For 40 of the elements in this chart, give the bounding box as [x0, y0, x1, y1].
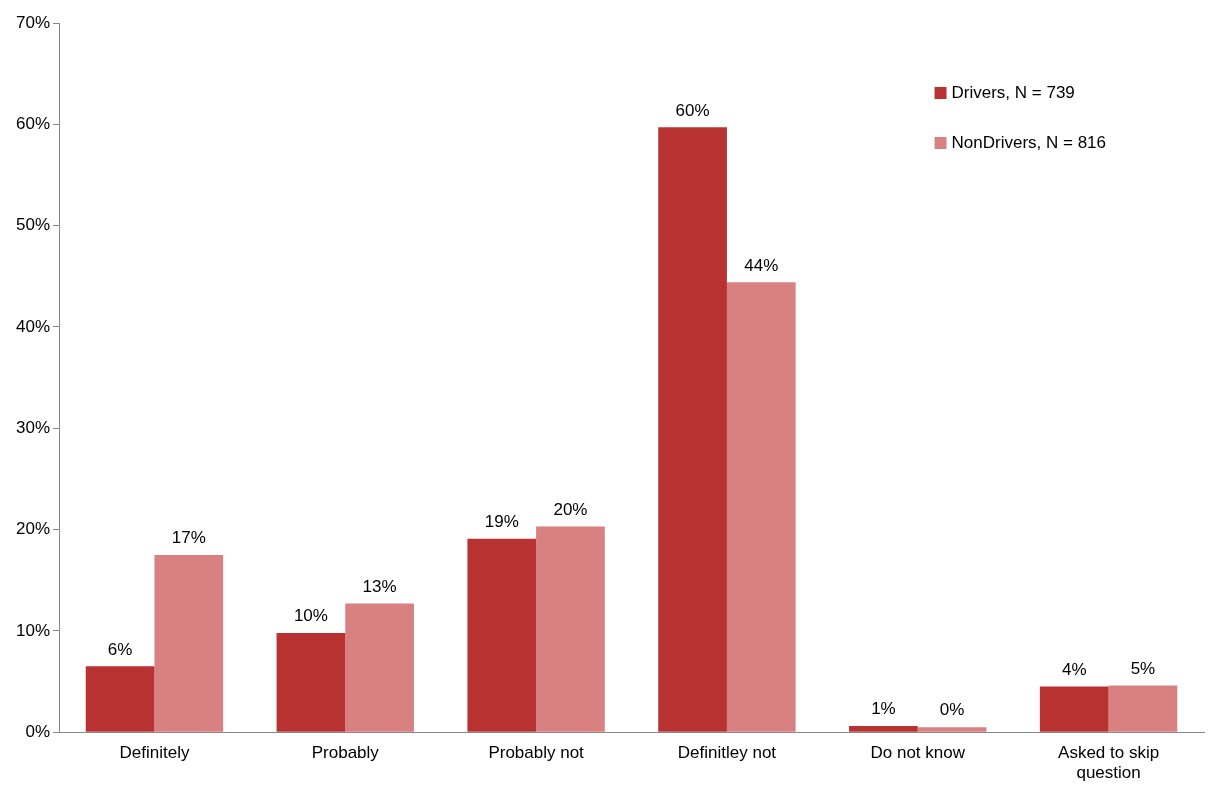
- x-tick-label: Asked to skip question: [1058, 743, 1160, 783]
- y-tick-label: 20%: [15, 519, 51, 539]
- legend-label: NonDrivers, N = 816: [951, 132, 1107, 152]
- x-tick-label: Definitely: [119, 743, 190, 763]
- y-tick-label: 30%: [15, 417, 51, 437]
- data-label: 44%: [744, 255, 779, 275]
- legend-label: Drivers, N = 739: [951, 82, 1075, 102]
- y-tick-label: 60%: [15, 114, 51, 133]
- y-tick-label: 0%: [25, 721, 51, 741]
- x-tick-label: Definitley not: [677, 743, 777, 763]
- bar: [658, 127, 727, 732]
- x-tick-label: Probably: [311, 743, 380, 763]
- y-tick-label: 50%: [15, 215, 51, 235]
- data-label: 4%: [1061, 659, 1087, 679]
- bar: [726, 282, 796, 732]
- data-label: 6%: [107, 639, 133, 659]
- data-label: 5%: [1130, 658, 1156, 678]
- y-tick-label: 70%: [15, 12, 51, 32]
- data-label: 1%: [871, 699, 896, 719]
- data-label: 10%: [293, 606, 328, 626]
- bar: [849, 726, 918, 732]
- x-tick-label: Do not know: [870, 743, 966, 763]
- data-label: 19%: [484, 511, 519, 531]
- bar: [276, 632, 346, 732]
- data-label: 0%: [939, 700, 965, 720]
- bar: [917, 727, 987, 732]
- bar: [536, 526, 605, 732]
- data-label: 13%: [362, 576, 397, 596]
- bar: [154, 554, 224, 732]
- data-label: 60%: [675, 100, 710, 120]
- y-tick-label: 10%: [15, 620, 51, 640]
- y-tick-label: 40%: [15, 316, 51, 336]
- data-label: 20%: [553, 499, 588, 519]
- data-label: 17%: [171, 528, 206, 548]
- bar: [1108, 685, 1178, 732]
- bar: [345, 603, 414, 732]
- bar: [85, 666, 155, 732]
- bar: [467, 538, 537, 732]
- x-tick-label: Probably not: [488, 743, 585, 763]
- bar: [1039, 686, 1109, 732]
